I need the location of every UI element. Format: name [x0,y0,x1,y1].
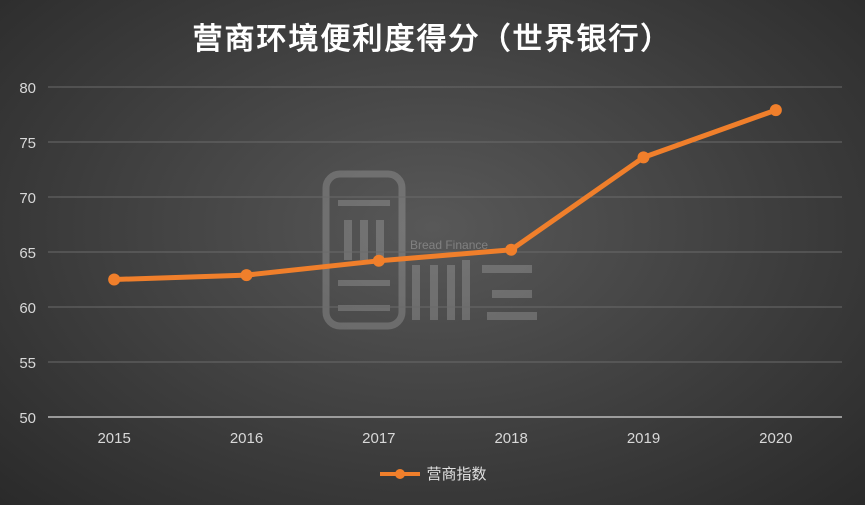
x-tick-label: 2017 [362,430,395,447]
y-tick-label: 70 [19,190,36,207]
x-tick-label: 2015 [97,430,130,447]
y-tick-label: 75 [19,135,36,152]
series-line [114,107,777,282]
y-tick-label: 80 [19,80,36,97]
y-tick-label: 50 [19,410,36,427]
data-point [637,151,650,164]
line-chart: 50 55 60 65 70 75 80 2015 2016 2017 2018 2019 2020 [19,80,842,447]
x-tick-label: 2019 [627,430,660,447]
y-tick-label: 65 [19,245,36,262]
x-tick-label: 2020 [759,430,792,447]
legend-label: 营商指数 [426,465,487,483]
y-tick-label: 55 [19,355,36,372]
data-point [240,269,253,282]
watermark-logo [322,170,542,334]
legend-marker-icon [380,468,421,479]
legend: 营商指数 [0,463,865,484]
data-point [769,104,782,117]
y-tick-label: 60 [19,300,36,317]
data-point [108,273,121,286]
chart-title: 营商环境便利度得分（世界银行） [192,22,673,57]
data-point [505,243,518,256]
x-tick-label: 2016 [230,430,263,447]
watermark-subtext: Bread Finance [410,238,489,252]
x-tick-label: 2018 [494,430,527,447]
data-point [372,254,385,267]
